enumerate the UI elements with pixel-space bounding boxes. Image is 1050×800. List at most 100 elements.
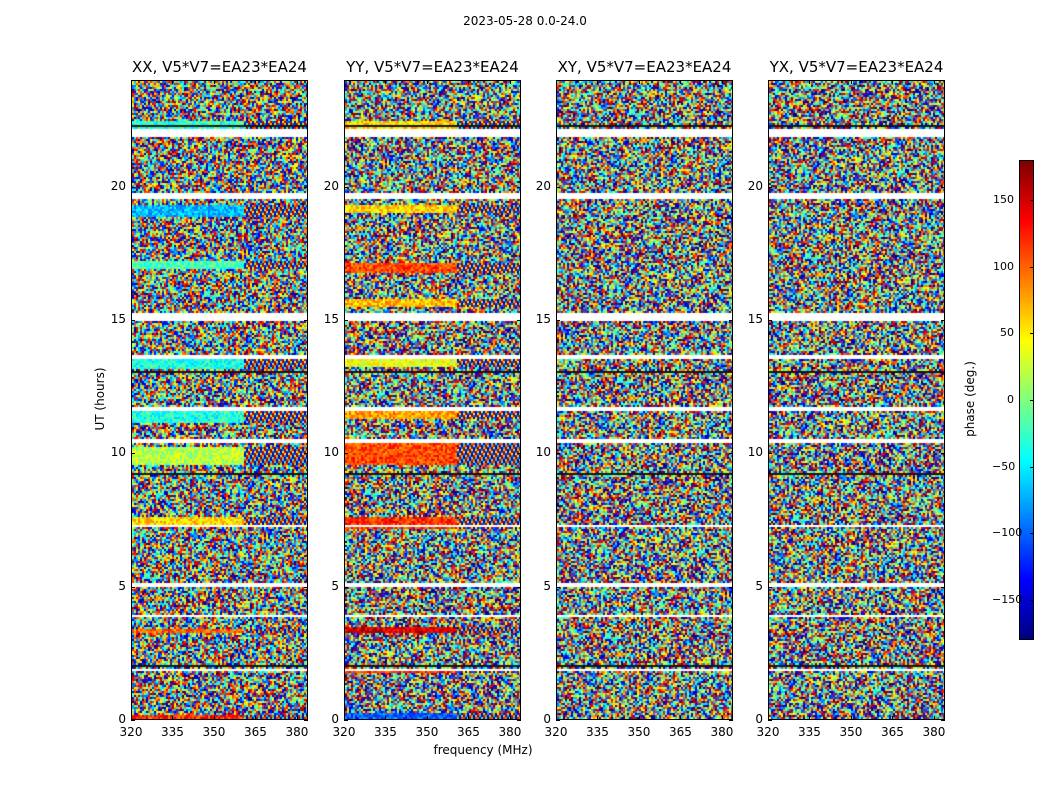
x-tick-label: 350 [415, 725, 439, 739]
x-tick-mark [933, 80, 935, 84]
colorbar-tick-mark [1030, 200, 1034, 201]
y-tick-mark [517, 186, 521, 188]
y-tick-label: 20 [110, 178, 126, 193]
x-tick-label: 365 [457, 725, 480, 739]
x-tick-label: 365 [881, 725, 904, 739]
x-tick-label: 380 [922, 725, 946, 739]
x-tick-mark [850, 80, 852, 84]
x-tick-label: 335 [374, 725, 397, 739]
colorbar-tick-mark [1030, 466, 1034, 468]
x-tick-label: 320 [332, 725, 356, 739]
y-tick-mark [941, 186, 945, 188]
panel-xy [556, 80, 733, 720]
y-tick-mark [131, 320, 135, 321]
y-tick-mark [517, 720, 521, 721]
colorbar-tick-mark [1030, 266, 1034, 268]
y-tick-mark [768, 186, 772, 188]
y-tick-mark [344, 720, 348, 721]
y-tick-label: 20 [535, 178, 551, 193]
x-tick-mark [344, 716, 345, 720]
y-tick-mark [304, 320, 308, 321]
colorbar-tick-mark [1030, 400, 1034, 401]
x-tick-mark [296, 716, 298, 720]
colorbar-label: phase (deg.) [963, 361, 977, 437]
x-tick-mark [721, 716, 723, 720]
x-tick-mark [131, 80, 132, 84]
x-tick-label: 350 [839, 725, 863, 739]
x-tick-label: 365 [244, 725, 267, 739]
x-tick-mark [385, 716, 387, 720]
y-tick-label: 0 [118, 712, 126, 726]
x-tick-mark [255, 80, 257, 84]
colorbar-tick-label: 100 [993, 259, 1014, 273]
colorbar-tick-label: −100 [992, 526, 1023, 540]
x-tick-label: 380 [710, 725, 734, 739]
y-tick-mark [344, 453, 348, 455]
x-tick-mark [721, 80, 723, 84]
y-tick-mark [344, 186, 348, 188]
colorbar-tick-label: −50 [992, 459, 1016, 473]
x-tick-mark [892, 716, 894, 720]
panel-yx [768, 80, 945, 720]
x-tick-mark [213, 80, 215, 84]
y-tick-mark [344, 320, 348, 321]
y-tick-mark [729, 720, 733, 721]
panel-yy [344, 80, 521, 720]
y-tick-mark [131, 186, 135, 188]
y-tick-label: 5 [331, 578, 339, 593]
y-tick-mark [556, 453, 560, 455]
y-tick-mark [768, 586, 772, 588]
y-tick-label: 15 [747, 312, 763, 326]
colorbar-gradient [1020, 161, 1033, 639]
figure-suptitle: 2023-05-28 0.0-24.0 [463, 14, 587, 28]
x-tick-mark [556, 80, 557, 84]
y-tick-mark [729, 453, 733, 455]
colorbar-tick-label: 150 [993, 193, 1014, 206]
panel-title-xy: XY, V5*V7=EA23*EA24 [557, 58, 732, 76]
y-tick-mark [131, 453, 135, 455]
y-tick-label: 15 [323, 312, 339, 326]
x-tick-label: 335 [586, 725, 609, 739]
y-tick-mark [941, 586, 945, 588]
y-tick-mark [556, 186, 560, 188]
x-tick-mark [809, 80, 811, 84]
y-tick-mark [131, 586, 135, 588]
y-tick-mark [556, 720, 560, 721]
x-tick-mark [213, 716, 215, 720]
x-tick-mark [597, 716, 599, 720]
x-tick-label: 350 [627, 725, 651, 739]
x-tick-mark [809, 716, 811, 720]
y-tick-mark [517, 586, 521, 588]
x-tick-label: 320 [119, 725, 143, 739]
x-tick-mark [556, 716, 557, 720]
y-tick-mark [517, 320, 521, 321]
x-tick-label: 380 [498, 725, 522, 739]
panel-title-yx: YX, V5*V7=EA23*EA24 [769, 58, 944, 76]
y-tick-mark [304, 453, 308, 455]
y-tick-mark [304, 186, 308, 188]
heatmap-xx [132, 81, 307, 719]
colorbar-tick-label: 0 [1007, 393, 1014, 406]
y-tick-mark [556, 320, 560, 321]
colorbar-tick-label: 50 [1000, 326, 1014, 340]
colorbar-tick-label: −150 [992, 593, 1023, 606]
y-tick-label: 5 [118, 578, 126, 593]
y-tick-mark [941, 720, 945, 721]
x-tick-mark [509, 80, 511, 84]
x-tick-mark [255, 716, 257, 720]
y-tick-label: 0 [543, 712, 551, 726]
x-tick-mark [638, 716, 640, 720]
colorbar-tick-mark [1030, 533, 1034, 535]
x-tick-label: 320 [756, 725, 780, 739]
x-axis-label: frequency (MHz) [433, 743, 533, 757]
x-tick-mark [768, 716, 769, 720]
y-tick-label: 0 [755, 712, 763, 726]
x-tick-label: 350 [202, 725, 226, 739]
y-tick-label: 10 [747, 445, 763, 460]
y-tick-mark [941, 453, 945, 455]
y-tick-label: 5 [755, 578, 763, 593]
y-tick-label: 10 [110, 445, 126, 460]
x-tick-label: 335 [161, 725, 184, 739]
x-tick-mark [892, 80, 894, 84]
heatmap-yx [769, 81, 944, 719]
